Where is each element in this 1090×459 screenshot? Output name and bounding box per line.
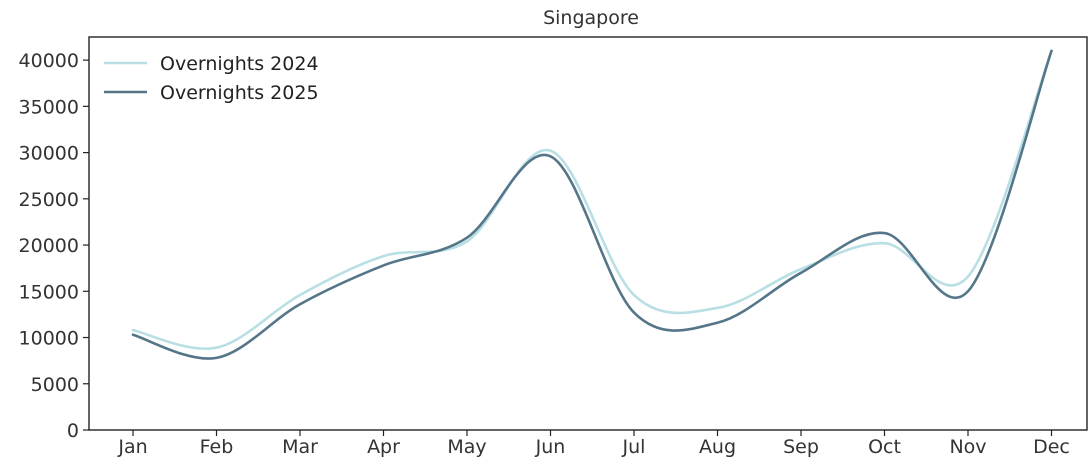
y-tick-label: 30000 — [19, 143, 79, 165]
y-tick-label: 5000 — [31, 374, 79, 396]
y-tick-label: 35000 — [19, 96, 79, 118]
y-tick-label: 40000 — [19, 50, 79, 72]
x-tick-label: Apr — [367, 436, 400, 458]
y-tick-label: 20000 — [19, 235, 79, 257]
series-line-1 — [131, 49, 1053, 360]
x-tick-label: Jun — [535, 436, 566, 458]
x-tick-label: Feb — [200, 436, 234, 458]
x-tick-label: Nov — [949, 436, 986, 458]
x-tick-label: Sep — [783, 436, 819, 458]
x-tick-label: Mar — [282, 436, 318, 458]
x-tick-label: May — [447, 436, 486, 458]
chart-title: Singapore — [543, 7, 639, 29]
plot-frame — [88, 36, 1088, 431]
y-tick-label: 15000 — [19, 281, 79, 303]
y-tick-label: 10000 — [19, 328, 79, 350]
x-tick-label: Dec — [1033, 436, 1070, 458]
x-tick-label: Jul — [622, 436, 646, 458]
legend: Overnights 2024 Overnights 2025 — [104, 53, 319, 104]
x-tick-label: Aug — [699, 436, 736, 458]
y-tick-label: 25000 — [19, 189, 79, 211]
y-tick-label: 0 — [67, 420, 79, 442]
legend-label-series-1: Overnights 2025 — [160, 82, 319, 104]
x-tick-label: Oct — [868, 436, 901, 458]
series-line-0 — [131, 49, 1053, 351]
x-tick-label: Jan — [117, 436, 147, 458]
legend-label-series-0: Overnights 2024 — [160, 53, 319, 75]
